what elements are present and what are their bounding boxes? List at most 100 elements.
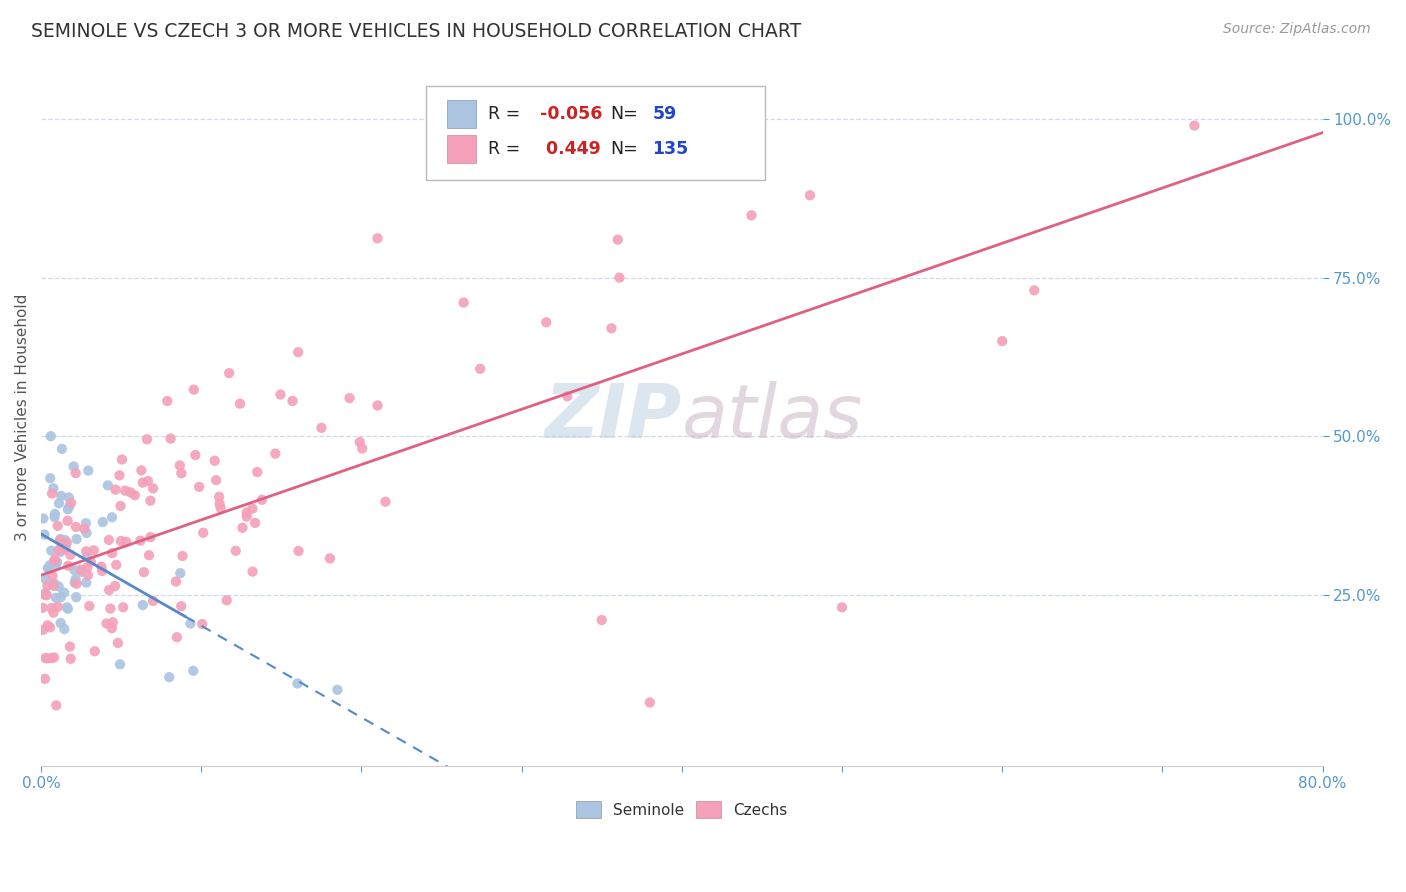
Point [181,664,204,678]
Point [235,506,257,520]
Point [132,598,155,612]
Point [120,485,142,500]
FancyBboxPatch shape [447,100,475,128]
Point [48,496,70,510]
Point [208,490,231,504]
Point [374,494,396,508]
Point [555,389,578,403]
Point [34,651,56,665]
Point [77,464,100,478]
Point [37,618,59,632]
Point [49,533,72,548]
Text: 135: 135 [652,140,689,158]
Point [453,295,475,310]
Point [142,594,165,608]
Point [287,345,309,359]
Text: R =: R = [488,105,520,123]
Point [104,579,127,593]
Point [65,520,87,534]
Point [349,435,371,450]
Text: SEMINOLE VS CZECH 3 OR MORE VEHICLES IN HOUSEHOLD CORRELATION CHART: SEMINOLE VS CZECH 3 OR MORE VEHICLES IN … [31,22,801,41]
Point [62,459,84,474]
Point [53,542,76,557]
Point [79,599,101,613]
Point [157,670,180,684]
Point [352,442,374,456]
Point [111,452,134,467]
Point [101,546,124,560]
Point [73,522,96,536]
Point [101,615,124,630]
Point [77,568,100,582]
Point [44,510,66,524]
Point [101,621,124,635]
Point [166,630,188,644]
Point [37,561,59,575]
Point [179,616,201,631]
Point [45,698,67,713]
Point [591,613,613,627]
Point [59,652,82,666]
Point [49,545,72,559]
Point [42,579,65,593]
Point [132,565,155,579]
Point [35,588,58,602]
Point [75,575,97,590]
Point [34,572,56,586]
Point [242,565,264,579]
Point [91,515,114,529]
Point [991,334,1014,348]
Point [740,208,762,222]
Point [638,696,661,710]
Point [98,601,121,615]
Text: R =: R = [488,140,520,158]
Point [56,535,79,549]
Point [229,397,252,411]
Point [165,574,187,589]
Point [105,558,128,572]
Point [39,429,62,443]
Point [59,548,82,562]
Point [1024,284,1046,298]
Point [59,640,82,654]
Text: ZIP: ZIP [544,381,682,454]
Point [311,421,333,435]
Point [326,682,349,697]
Point [97,533,120,547]
Point [367,231,389,245]
Point [90,559,112,574]
Text: -0.056: -0.056 [540,105,602,123]
Point [170,599,193,614]
Text: N=: N= [610,140,638,158]
Point [136,474,159,488]
Point [124,488,146,502]
Point [142,482,165,496]
Point [80,555,103,569]
Point [231,521,253,535]
Point [34,527,56,541]
Point [250,492,273,507]
Point [37,561,59,575]
Point [209,501,232,516]
Point [83,644,105,658]
Point [183,383,205,397]
Point [75,544,97,558]
Point [49,616,72,631]
Point [34,588,56,602]
Point [34,672,56,686]
Point [101,510,124,524]
Point [51,442,73,456]
Point [218,366,240,380]
Point [115,534,138,549]
Point [129,533,152,548]
Point [56,514,79,528]
Point [600,321,623,335]
FancyBboxPatch shape [447,135,475,162]
Point [65,576,87,591]
Point [110,534,132,549]
Point [65,572,87,586]
Point [76,560,98,574]
Point [108,657,131,672]
Point [107,636,129,650]
Point [205,473,228,487]
